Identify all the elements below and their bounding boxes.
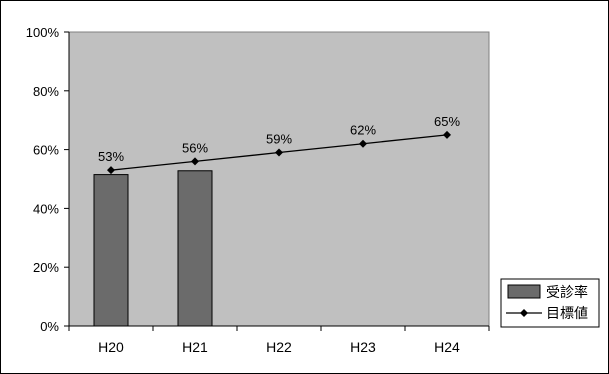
bar: [177, 170, 213, 327]
line-point-marker: [275, 148, 283, 157]
data-label: 59%: [266, 132, 292, 147]
y-tick-label: 100%: [26, 25, 60, 40]
plot-area: [68, 31, 490, 327]
data-label: 53%: [98, 149, 124, 164]
data-label: 62%: [350, 123, 376, 138]
y-tick-label: 20%: [33, 260, 59, 275]
line-point-marker: [191, 157, 199, 166]
line-point-marker: [359, 139, 367, 148]
legend-bar-label: 受診率: [546, 284, 588, 301]
y-tick-label: 60%: [33, 143, 59, 158]
x-tick-label: H20: [98, 339, 124, 355]
y-tick-label: 0%: [40, 319, 59, 334]
x-axis: H20 H21 H22 H23 H24: [68, 325, 490, 355]
bar: [93, 174, 129, 327]
y-tick-label: 80%: [33, 84, 59, 99]
legend-bar-swatch: [507, 284, 541, 299]
x-tick-label: H22: [266, 339, 292, 355]
x-tick-label: H23: [350, 339, 376, 355]
line-series: 53% 56% 59% 62% 65%: [98, 114, 460, 175]
bar-series: [93, 170, 213, 327]
line-point-marker: [107, 166, 115, 175]
data-label: 56%: [182, 140, 208, 155]
x-tick-label: H21: [182, 339, 208, 355]
x-tick-label: H24: [434, 339, 460, 355]
line-point-marker: [443, 130, 451, 139]
y-tick-label: 40%: [33, 201, 59, 216]
data-label: 65%: [434, 114, 460, 129]
legend-line-marker: [520, 309, 528, 317]
legend-line-label: 目標値: [546, 306, 588, 322]
y-axis: 0% 20% 40% 60% 80% 100%: [26, 25, 70, 334]
legend: 受診率 目標値: [500, 278, 600, 328]
